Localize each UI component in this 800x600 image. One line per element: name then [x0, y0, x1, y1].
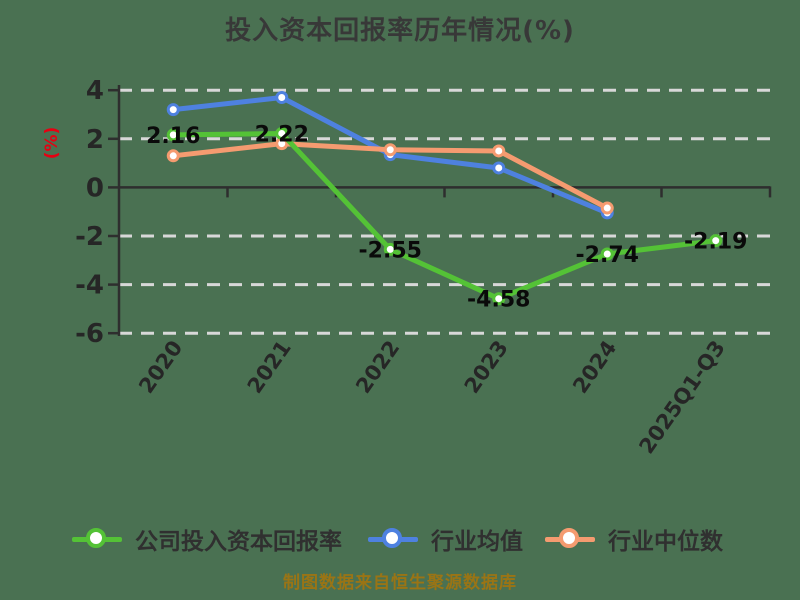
y-tick-label: -4: [75, 271, 104, 301]
series-line-0: [170, 130, 719, 302]
data-point-marker: [600, 247, 614, 261]
chart-legend: 公司投入资本回报率 行业均值 行业中位数: [0, 526, 800, 555]
x-tick-label: 2023: [460, 336, 513, 398]
data-label: -4.58: [467, 288, 530, 313]
legend-line-dot-icon: [368, 528, 418, 550]
data-point-marker: [492, 144, 506, 158]
x-tick-label: 2022: [351, 336, 404, 398]
legend-line-dot-icon: [72, 528, 122, 550]
data-point-marker: [166, 149, 180, 163]
data-point-marker: [709, 234, 723, 248]
chart-title: 投入资本回报率历年情况(%): [225, 16, 575, 46]
legend-line-dot-icon: [545, 528, 595, 550]
y-tick-label: -6: [75, 319, 104, 349]
data-point-marker: [166, 103, 180, 117]
y-tick-label: 4: [86, 76, 104, 106]
data-point-marker: [600, 201, 614, 215]
legend-item-company-roic: 公司投入资本回报率: [72, 526, 342, 555]
legend-item-industry-mean: 行业均值: [368, 526, 523, 555]
y-axis-unit-label: (%): [42, 127, 62, 160]
x-tick-label: 2025Q1-Q3: [634, 336, 729, 458]
data-point-marker: [383, 242, 397, 256]
data-point-marker: [492, 161, 506, 175]
data-label: 2.16: [146, 124, 200, 149]
legend-label: 公司投入资本回报率: [135, 529, 342, 555]
legend-label: 行业中位数: [608, 529, 723, 555]
data-label: -2.74: [576, 243, 639, 268]
data-label: -2.19: [684, 230, 747, 255]
legend-item-industry-median: 行业中位数: [545, 526, 723, 555]
data-point-marker: [492, 292, 506, 306]
data-label: 2.22: [255, 122, 309, 147]
y-tick-label: 0: [86, 173, 104, 203]
source-note: 制图数据来自恒生聚源数据库: [283, 573, 517, 593]
data-point-marker: [166, 128, 180, 142]
data-point-marker: [275, 126, 289, 140]
data-label: -2.55: [359, 238, 422, 263]
x-tick-label: 2021: [243, 336, 296, 398]
y-tick-label: 2: [86, 125, 104, 155]
data-point-marker: [383, 143, 397, 157]
y-tick-label: -2: [75, 222, 104, 252]
x-tick-label: 2024: [568, 336, 621, 398]
legend-label: 行业均值: [431, 529, 523, 555]
data-point-marker: [275, 90, 289, 104]
x-tick-label: 2020: [134, 336, 187, 398]
